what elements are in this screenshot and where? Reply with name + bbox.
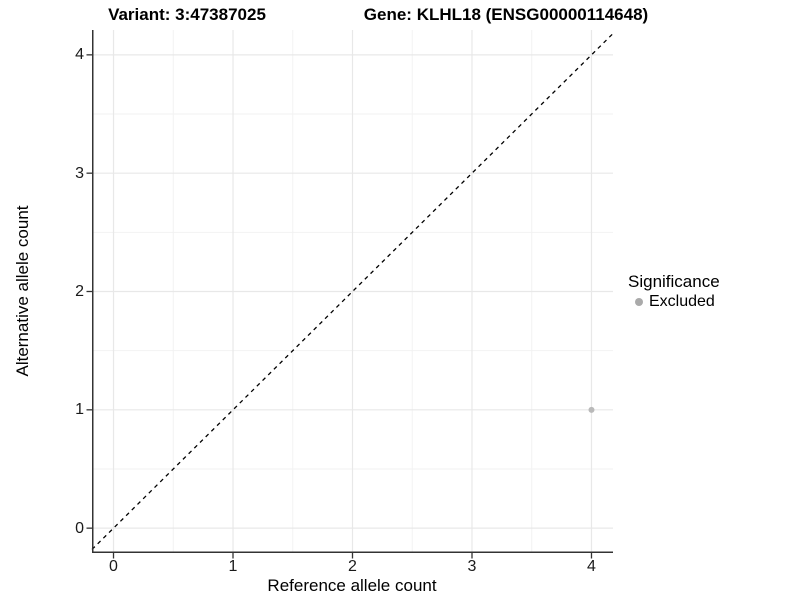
y-tick-label: 3 bbox=[75, 164, 84, 182]
x-tick-label: 0 bbox=[109, 558, 118, 575]
legend-item: Excluded bbox=[628, 292, 720, 311]
y-axis-title: Alternative allele count bbox=[13, 205, 32, 377]
y-tick-label: 4 bbox=[75, 46, 84, 64]
plot-panel bbox=[86, 30, 614, 559]
y-tick-label: 2 bbox=[75, 283, 84, 300]
y-tick-label: 1 bbox=[75, 401, 84, 419]
y-tick-label: 0 bbox=[75, 519, 84, 537]
x-axis-title: Reference allele count bbox=[267, 576, 437, 595]
variant-title: Variant: 3:47387025 bbox=[108, 5, 266, 24]
x-tick-label: 1 bbox=[228, 558, 238, 575]
data-point bbox=[588, 406, 595, 413]
x-tick-label: 2 bbox=[348, 558, 357, 575]
plot-svg bbox=[86, 30, 614, 559]
legend-item-label: Excluded bbox=[649, 293, 715, 310]
x-tick-label: 4 bbox=[587, 558, 596, 575]
gene-title: Gene: KLHL18 (ENSG00000114648) bbox=[363, 5, 649, 24]
legend-key-circle-icon bbox=[635, 297, 643, 306]
identity-reference-line bbox=[91, 33, 614, 550]
legend: Significance Excluded bbox=[628, 272, 720, 311]
legend-title: Significance bbox=[628, 272, 720, 291]
x-tick-label: 3 bbox=[467, 558, 477, 575]
